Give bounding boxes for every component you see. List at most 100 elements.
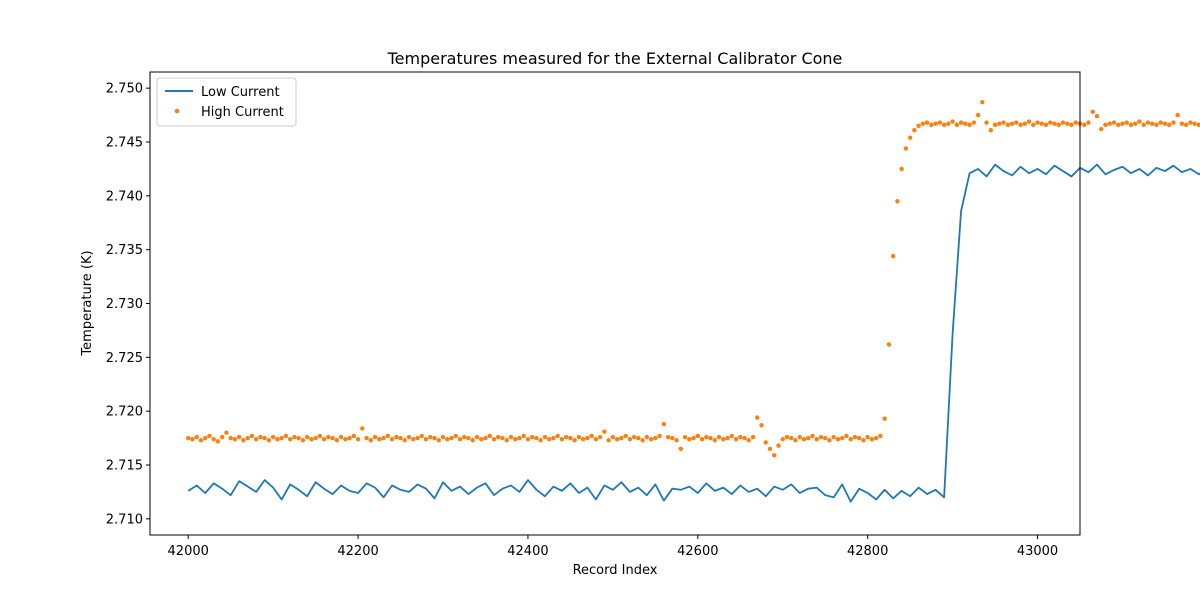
high-current-point xyxy=(211,436,216,442)
high-current-point xyxy=(432,435,437,441)
high-current-point xyxy=(245,435,250,441)
high-current-point xyxy=(1039,121,1044,126)
high-current-point xyxy=(508,434,514,440)
x-tick-label: 43000 xyxy=(1017,544,1058,559)
high-current-point xyxy=(933,121,938,126)
high-current-point xyxy=(980,99,985,105)
high-current-point xyxy=(750,434,756,440)
high-current-point xyxy=(916,123,921,129)
high-current-point xyxy=(287,436,293,442)
high-current-point xyxy=(423,436,429,442)
high-current-point xyxy=(1175,112,1180,118)
high-current-point xyxy=(878,433,883,439)
high-current-point xyxy=(1133,121,1138,126)
high-current-point xyxy=(559,436,565,442)
high-current-point xyxy=(733,436,739,442)
high-current-point xyxy=(411,436,416,442)
high-current-point xyxy=(275,436,280,442)
high-current-point xyxy=(572,438,577,443)
high-current-point xyxy=(555,433,560,439)
high-current-point xyxy=(975,112,981,118)
high-current-point xyxy=(636,435,641,441)
high-current-point xyxy=(848,436,853,442)
high-current-series xyxy=(186,99,1200,458)
high-current-point xyxy=(585,435,590,441)
high-current-point xyxy=(882,416,887,421)
high-current-point xyxy=(563,434,569,440)
y-tick-label: 2.720 xyxy=(106,405,143,420)
x-axis-label: Record Index xyxy=(573,563,658,578)
high-current-point xyxy=(313,435,318,441)
high-current-point xyxy=(602,429,607,434)
high-current-point xyxy=(746,438,751,443)
high-current-point xyxy=(950,119,955,124)
y-axis-label: Temperature (K) xyxy=(80,250,95,356)
y-tick-label: 2.710 xyxy=(106,512,143,527)
high-current-point xyxy=(691,435,696,441)
high-current-point xyxy=(385,433,391,439)
high-current-point xyxy=(682,434,688,440)
high-current-point xyxy=(810,433,815,439)
high-current-point xyxy=(338,434,344,440)
high-current-point xyxy=(453,433,458,439)
high-current-point xyxy=(470,438,475,443)
high-current-point xyxy=(1035,120,1040,125)
high-current-point xyxy=(304,434,310,440)
high-current-point xyxy=(576,434,582,440)
high-current-point xyxy=(1009,121,1015,126)
y-tick-label: 2.745 xyxy=(106,135,143,150)
high-current-point xyxy=(670,435,675,441)
high-current-point xyxy=(1082,122,1087,127)
high-current-point xyxy=(224,430,229,435)
high-current-point xyxy=(1090,109,1095,115)
high-current-point xyxy=(415,435,420,441)
high-current-point xyxy=(321,436,327,442)
high-current-point xyxy=(542,434,548,440)
high-current-point xyxy=(1107,121,1112,126)
high-current-point xyxy=(869,436,875,442)
high-current-point xyxy=(699,436,705,442)
plot-area-frame xyxy=(149,71,1081,536)
high-current-point xyxy=(462,434,467,440)
high-current-point xyxy=(258,434,263,440)
high-current-point xyxy=(351,433,357,439)
high-current-point xyxy=(500,435,505,441)
high-current-point xyxy=(899,166,904,172)
high-current-point xyxy=(984,120,989,125)
high-current-point xyxy=(852,434,858,440)
high-current-point xyxy=(419,433,424,439)
high-current-point xyxy=(687,436,692,442)
high-current-point xyxy=(241,438,246,443)
high-current-point xyxy=(551,435,556,441)
high-current-point xyxy=(203,435,208,441)
high-current-point xyxy=(844,433,849,439)
high-current-point xyxy=(232,436,238,442)
high-current-point xyxy=(606,438,611,443)
high-current-point xyxy=(1048,120,1053,125)
high-current-point xyxy=(763,440,768,445)
high-current-point xyxy=(1120,121,1125,126)
high-current-point xyxy=(513,436,518,442)
high-current-point xyxy=(449,435,454,441)
high-current-point xyxy=(394,434,399,440)
high-current-point xyxy=(818,434,824,440)
x-tick-label: 42400 xyxy=(507,544,548,559)
high-current-point xyxy=(266,438,272,443)
high-current-point xyxy=(903,146,909,151)
high-current-point xyxy=(738,434,743,440)
high-current-point xyxy=(1103,122,1108,127)
high-current-point xyxy=(971,120,977,125)
high-current-point xyxy=(525,436,531,442)
high-current-point xyxy=(725,435,730,441)
high-current-point xyxy=(1005,122,1011,127)
high-current-point xyxy=(186,435,191,441)
high-current-point xyxy=(937,120,943,125)
high-current-point xyxy=(610,434,616,440)
high-current-point xyxy=(648,436,654,442)
high-current-point xyxy=(1154,122,1159,127)
high-current-point xyxy=(614,436,620,442)
high-current-point xyxy=(759,422,764,428)
high-current-point xyxy=(963,121,968,126)
high-current-point xyxy=(997,121,1002,126)
